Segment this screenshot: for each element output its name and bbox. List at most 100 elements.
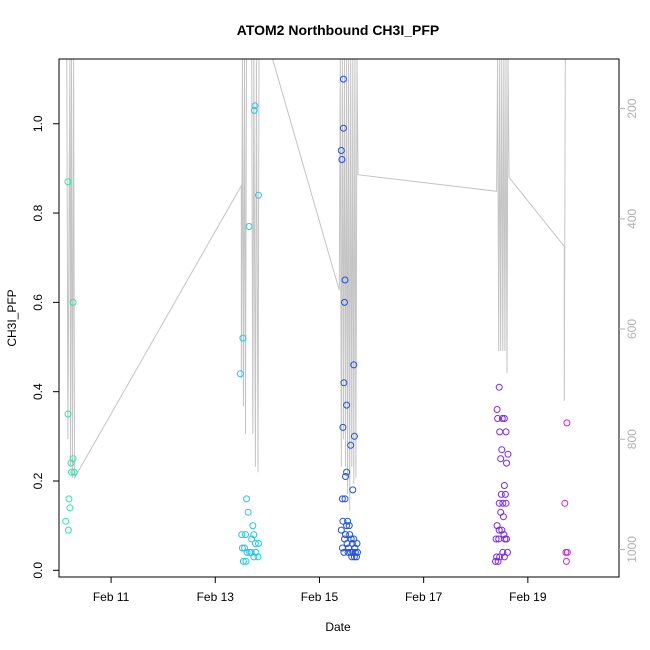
data-point — [349, 548, 357, 556]
data-point — [503, 535, 510, 543]
pressure-line — [66, 59, 566, 511]
data-point — [250, 531, 258, 539]
data-point — [350, 361, 358, 369]
data-point — [243, 548, 251, 556]
data-point — [498, 415, 506, 422]
data-point — [337, 526, 345, 534]
data-point — [346, 531, 354, 539]
data-point — [70, 468, 78, 476]
data-point — [341, 495, 349, 503]
data-point — [347, 548, 355, 556]
x-tick-label: Feb 15 — [301, 590, 339, 604]
data-point — [495, 526, 503, 534]
y-axis-label: CH3I_PFP — [5, 289, 19, 346]
data-point — [251, 540, 259, 547]
data-point — [245, 223, 253, 230]
data-point — [496, 428, 504, 436]
data-point — [244, 508, 252, 516]
data-point — [343, 540, 351, 547]
data-point — [64, 178, 72, 186]
data-point — [342, 473, 349, 480]
data-point — [493, 406, 501, 413]
data-point — [499, 513, 507, 521]
y-axis: 0.0 0.2 0.4 0.6 0.8 1.0 — [31, 115, 59, 579]
data-point — [340, 379, 348, 387]
right-tick-label: 1000 — [625, 536, 639, 563]
data-point — [348, 553, 356, 561]
data-point — [350, 432, 358, 440]
data-point — [249, 522, 257, 530]
data-point — [561, 499, 569, 507]
data-point — [500, 415, 508, 422]
right-tick-label: 600 — [625, 319, 639, 339]
right-tick-label: 200 — [625, 98, 639, 118]
y-tick-label: 0.6 — [31, 294, 45, 311]
data-point — [250, 553, 258, 561]
data-point — [343, 401, 351, 409]
data-point — [64, 526, 72, 534]
data-point — [500, 482, 508, 489]
data-point — [493, 522, 501, 530]
data-point — [69, 455, 77, 463]
data-point — [501, 490, 509, 498]
data-point — [344, 517, 352, 525]
data-point — [502, 428, 510, 436]
data-point — [494, 415, 502, 422]
data-point — [493, 553, 501, 561]
series-0 — [62, 178, 78, 534]
y-tick-label: 0.2 — [31, 472, 45, 489]
data-point — [495, 383, 503, 391]
data-point — [504, 450, 512, 458]
x-tick-label: Feb 19 — [509, 590, 547, 604]
series-1 — [236, 102, 262, 565]
data-point — [69, 298, 77, 306]
y-axis-right: 200 400 600 800 1000 — [619, 98, 639, 563]
pressure-layer — [66, 59, 566, 511]
x-tick-label: Feb 17 — [405, 590, 443, 604]
data-point — [242, 531, 249, 539]
x-axis-label: Date — [325, 620, 351, 634]
data-point — [347, 441, 355, 449]
data-point — [497, 490, 505, 498]
data-point — [563, 548, 571, 556]
data-point — [238, 544, 246, 552]
data-point — [341, 276, 349, 284]
data-point — [349, 486, 357, 494]
data-point — [338, 495, 346, 503]
data-point — [492, 557, 499, 565]
data-point — [495, 499, 503, 507]
data-point — [350, 553, 358, 561]
data-point — [497, 508, 505, 516]
data-point — [498, 526, 506, 534]
right-tick-label: 800 — [625, 429, 639, 449]
data-point — [238, 531, 246, 539]
data-point — [502, 499, 510, 507]
data-point — [337, 147, 345, 154]
data-point — [339, 517, 347, 525]
data-point — [239, 334, 247, 342]
data-point — [343, 522, 351, 530]
y-tick-label: 0.4 — [31, 383, 45, 400]
data-point — [64, 410, 72, 418]
data-point — [67, 459, 75, 467]
data-point — [496, 553, 504, 561]
data-point — [562, 557, 570, 565]
data-point — [492, 535, 500, 543]
data-point — [243, 495, 250, 503]
data-point — [255, 540, 262, 547]
data-point — [344, 548, 352, 556]
data-point — [339, 124, 347, 132]
data-point — [239, 557, 247, 565]
chart-title: ATOM2 Northbound CH3I_PFP — [237, 22, 439, 38]
series-4 — [561, 419, 571, 565]
x-tick-label: Feb 13 — [197, 590, 235, 604]
data-point — [498, 446, 506, 454]
data-point — [347, 535, 355, 543]
data-point — [248, 535, 256, 543]
data-point — [497, 455, 505, 463]
data-point — [250, 106, 258, 114]
data-point — [494, 557, 502, 565]
series-2 — [337, 75, 361, 561]
y-tick-label: 1.0 — [31, 115, 45, 132]
